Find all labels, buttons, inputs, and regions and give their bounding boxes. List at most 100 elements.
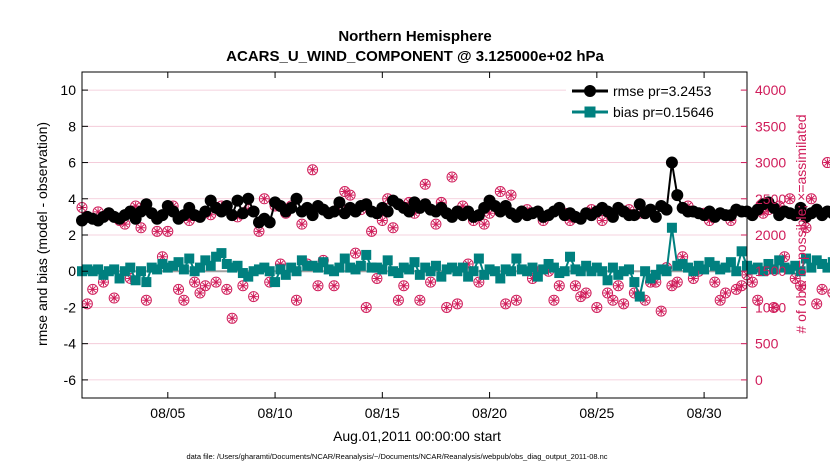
obs-assimilated-marker [614, 281, 623, 290]
bias-marker [355, 260, 366, 271]
obs-possible-marker [226, 312, 238, 324]
rmse-marker [649, 210, 662, 223]
y-tick-label: 2 [68, 227, 76, 243]
bias-marker [425, 266, 436, 277]
obs-assimilated-marker [656, 306, 666, 316]
obs-possible-marker [189, 276, 201, 288]
bias-marker [194, 262, 205, 273]
obs-point [221, 283, 233, 295]
obs-assimilated-marker [640, 296, 650, 305]
obs-point [291, 294, 303, 306]
obs-point [189, 276, 201, 288]
rmse-marker [199, 205, 212, 218]
obs-assimilated-marker [812, 299, 821, 309]
bias-marker [286, 262, 297, 273]
bias-marker [468, 266, 479, 277]
obs-point [237, 280, 249, 292]
obs-possible-marker [494, 186, 506, 198]
bias-marker [506, 266, 517, 277]
bias-marker [361, 249, 372, 260]
obs-assimilated-marker [276, 259, 285, 269]
obs-possible-marker [162, 225, 174, 237]
obs-assimilated-marker [249, 292, 258, 301]
bias-marker [656, 264, 667, 275]
bias-marker [624, 264, 635, 275]
obs-point [827, 288, 830, 298]
bias-marker [409, 257, 420, 268]
bias-marker [323, 264, 334, 275]
obs-assimilated-marker [211, 277, 221, 287]
bias-marker [795, 266, 806, 277]
bias-marker [382, 255, 393, 266]
bias-marker [125, 262, 136, 273]
obs-assimilated-marker [791, 274, 800, 283]
obs-possible-marker [178, 294, 190, 306]
bias-marker [173, 257, 184, 268]
y-tick-label: 10 [60, 82, 76, 98]
x-tick-label: 08/25 [579, 405, 614, 421]
bias-marker [227, 262, 238, 273]
obs-assimilated-marker [807, 194, 816, 203]
obs-point [296, 218, 308, 230]
obs-possible-marker [151, 225, 163, 237]
bias-marker [709, 260, 720, 271]
bias-marker [704, 257, 715, 268]
bias-marker [334, 262, 345, 273]
obs-assimilated-marker [442, 303, 451, 312]
obs-assimilated-marker [501, 299, 510, 309]
bias-marker [436, 271, 447, 282]
rmse-marker [328, 205, 341, 218]
obs-point [618, 298, 630, 310]
obs-possible-marker [210, 276, 222, 288]
obs-possible-marker [140, 294, 152, 306]
bias-marker [243, 271, 254, 282]
obs-assimilated-marker [158, 252, 167, 261]
y-tick-label: -2 [64, 299, 77, 315]
obs-possible-marker [350, 247, 362, 259]
obs-possible-marker [607, 294, 619, 306]
obs-assimilated-marker [238, 281, 248, 290]
obs-possible-marker [816, 283, 828, 295]
bias-marker [98, 269, 109, 280]
obs-point [473, 276, 485, 288]
obs-assimilated-marker [549, 296, 559, 305]
bias-marker [640, 266, 651, 277]
obs-assimilated-marker [581, 288, 591, 298]
obs-possible-marker [237, 280, 249, 292]
obs-point [494, 186, 506, 198]
bias-marker [393, 268, 404, 279]
obs-possible-marker [655, 305, 667, 317]
obs-point [510, 294, 522, 306]
bias-marker [388, 266, 399, 277]
obs-assimilated-marker [485, 209, 494, 218]
bias-marker [715, 264, 726, 275]
bias-marker [82, 264, 93, 275]
obs-assimilated-marker [474, 277, 484, 287]
obs-point [795, 280, 807, 292]
rmse-marker [826, 207, 830, 219]
obs-possible-marker [548, 294, 560, 306]
obs-assimilated-marker [512, 296, 521, 305]
obs-assimilated-marker [399, 281, 408, 290]
obs-point [173, 283, 185, 295]
bias-marker [103, 266, 114, 277]
bias-marker [371, 262, 382, 273]
obs-possible-marker [709, 276, 721, 288]
obs-point [248, 291, 260, 303]
obs-assimilated-marker [785, 194, 795, 203]
bias-marker [184, 253, 195, 264]
obs-assimilated-marker [345, 190, 355, 200]
obs-point [430, 218, 442, 230]
bias-marker [613, 269, 624, 280]
obs-point [821, 157, 830, 169]
obs-assimilated-marker [222, 285, 231, 294]
obs-assimilated-marker [565, 216, 575, 225]
obs-assimilated-marker [378, 216, 387, 225]
obs-assimilated-marker [748, 277, 757, 287]
bias-marker [774, 255, 785, 266]
obs-possible-marker [366, 225, 378, 237]
obs-assimilated-marker [83, 299, 92, 309]
obs-assimilated-marker [801, 223, 811, 232]
obs-point [441, 301, 453, 313]
obs-possible-marker [328, 280, 340, 292]
